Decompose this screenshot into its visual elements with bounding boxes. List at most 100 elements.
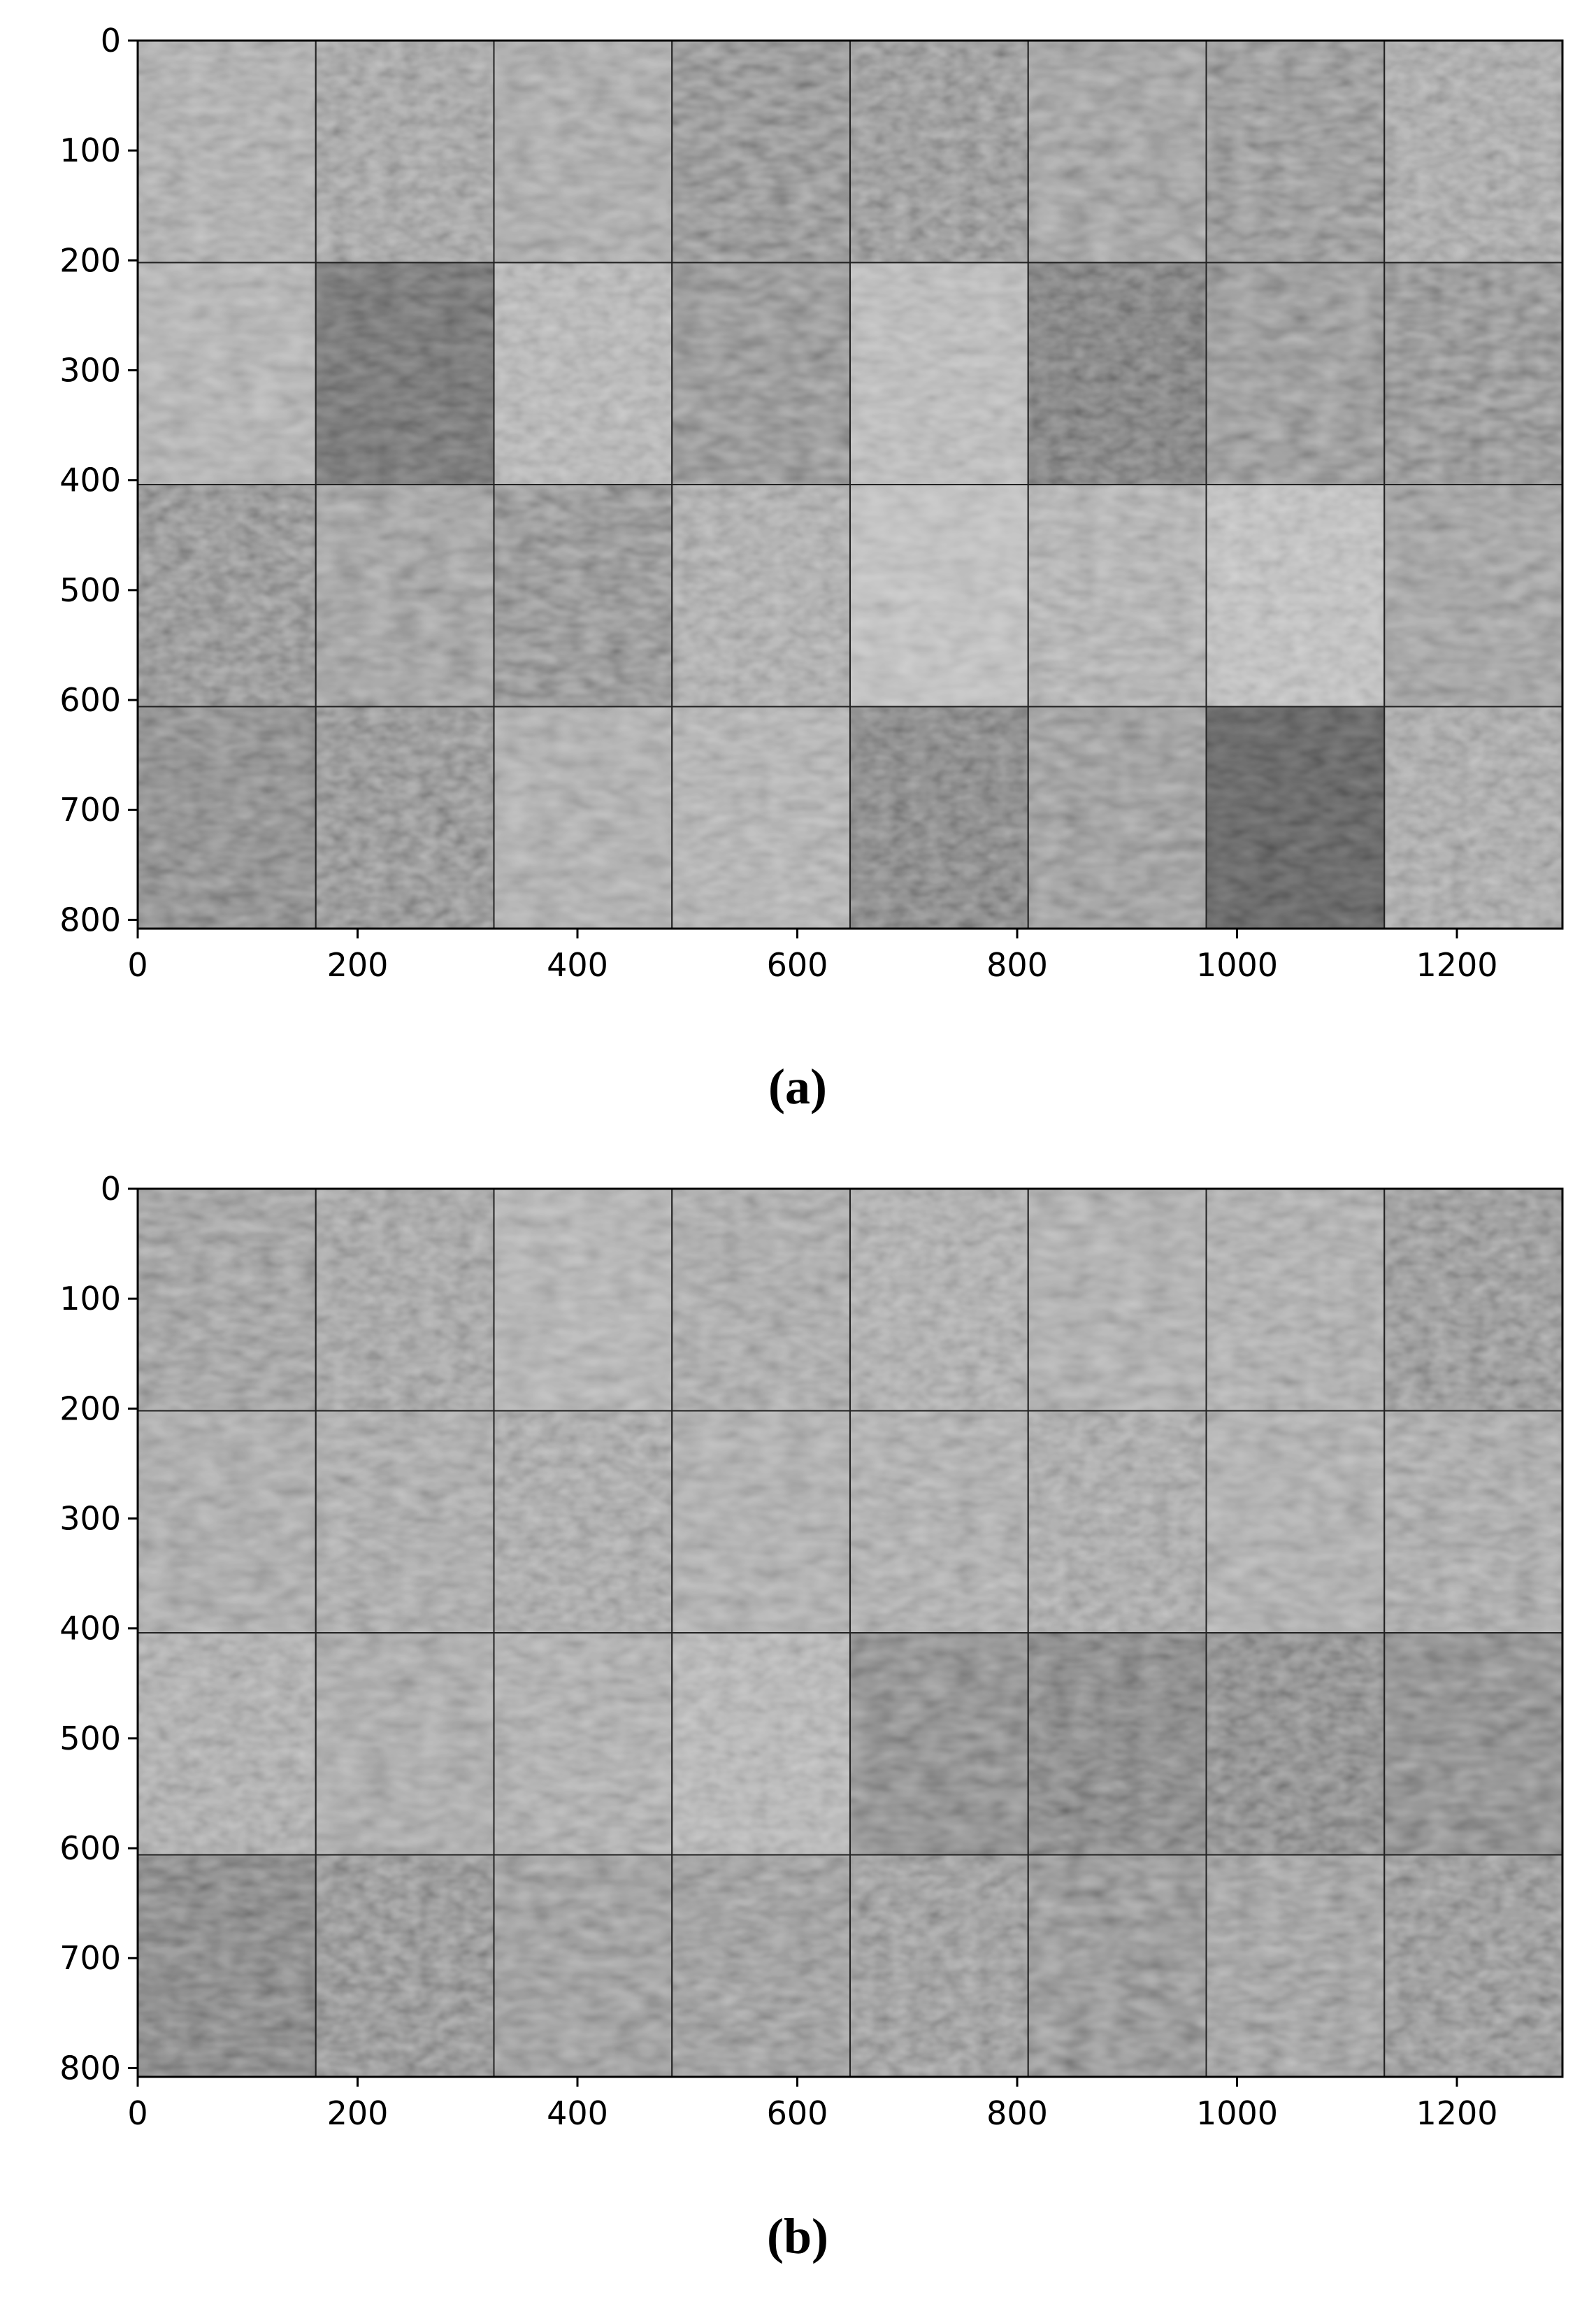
y-tick-label: 300 — [59, 1500, 121, 1538]
image-tile — [1027, 1632, 1207, 1856]
image-tile — [1383, 484, 1563, 708]
image-tile — [849, 262, 1029, 485]
image-tile — [1205, 262, 1386, 485]
y-axis-b: 0 100 200 300 400 500 600 700 800 — [59, 1170, 138, 2087]
image-tile — [1027, 706, 1207, 929]
image-tile — [137, 1632, 317, 1856]
image-tile — [493, 484, 673, 708]
image-tile — [1027, 1188, 1207, 1412]
image-tile — [137, 1188, 317, 1412]
image-tile — [671, 706, 851, 929]
image-tile — [1205, 1188, 1386, 1412]
image-tile — [1205, 1854, 1386, 2078]
image-tile — [137, 1854, 317, 2078]
image-tile — [493, 706, 673, 929]
y-tick-label: 300 — [59, 352, 121, 389]
y-tick-label: 0 — [101, 1170, 121, 1208]
panel-a: 0 200 400 600 800 1000 1200 0 100 200 300 400 500 60… — [59, 22, 1564, 1115]
image-tile — [1027, 262, 1207, 485]
image-tile — [493, 1410, 673, 1634]
plot-frame-b — [136, 1187, 1564, 2078]
y-tick-label: 600 — [59, 681, 121, 719]
image-tile — [849, 1410, 1029, 1634]
x-tick-label: 1200 — [1416, 946, 1497, 984]
image-tile — [493, 1188, 673, 1412]
image-tile — [671, 262, 851, 485]
x-tick-label: 1000 — [1196, 2094, 1278, 2132]
y-tick-label: 400 — [59, 1610, 121, 1647]
image-tile — [315, 706, 495, 929]
image-tile — [1205, 1632, 1386, 1856]
image-tile — [493, 40, 673, 264]
image-tile — [315, 1854, 495, 2078]
image-tile — [671, 1632, 851, 1856]
image-grid-b — [137, 1188, 1563, 2078]
image-tile — [1383, 1632, 1563, 1856]
image-tile — [137, 484, 317, 708]
image-tile — [315, 1410, 495, 1634]
image-tile — [137, 40, 317, 264]
image-tile — [671, 1854, 851, 2078]
image-tile — [849, 1188, 1029, 1412]
y-tick-label: 100 — [59, 1280, 121, 1317]
image-tile — [1205, 484, 1386, 708]
image-tile — [1383, 40, 1563, 264]
image-tile — [1383, 262, 1563, 485]
y-tick-label: 800 — [59, 901, 121, 938]
y-axis-a: 0 100 200 300 400 500 600 700 800 — [59, 22, 138, 938]
image-tile — [1383, 1188, 1563, 1412]
image-tile — [315, 1188, 495, 1412]
image-tile — [1205, 1410, 1386, 1634]
x-tick-label: 1200 — [1416, 2094, 1497, 2132]
image-tile — [849, 1632, 1029, 1856]
image-tile — [671, 1188, 851, 1412]
image-tile — [1027, 484, 1207, 708]
image-tile — [849, 40, 1029, 264]
x-tick-label: 1000 — [1196, 946, 1278, 984]
x-tick-label: 200 — [327, 2094, 389, 2132]
x-tick-label: 600 — [767, 2094, 828, 2132]
x-tick-label: 400 — [547, 946, 608, 984]
panel-b: 0 200 400 600 800 1000 1200 0 100 200 300 400 500 60… — [59, 1170, 1564, 2264]
x-tick-label: 200 — [327, 946, 389, 984]
x-axis-a: 0 200 400 600 800 1000 1200 — [127, 929, 1498, 984]
y-tick-label: 200 — [59, 1389, 121, 1427]
image-tile — [493, 1632, 673, 1856]
image-tile — [849, 484, 1029, 708]
image-tile — [1383, 706, 1563, 929]
image-tile — [137, 706, 317, 929]
image-tile — [137, 262, 317, 485]
y-tick-label: 400 — [59, 462, 121, 499]
y-tick-label: 100 — [59, 131, 121, 169]
x-tick-label: 400 — [547, 2094, 608, 2132]
x-tick-label: 0 — [127, 946, 148, 984]
image-tile — [1205, 706, 1386, 929]
image-tile — [137, 1410, 317, 1634]
x-tick-label: 800 — [986, 2094, 1048, 2132]
caption-a: (a) — [768, 1059, 827, 1115]
caption-b: (b) — [767, 2208, 828, 2264]
y-tick-label: 0 — [101, 22, 121, 59]
y-tick-label: 500 — [59, 1720, 121, 1757]
image-tile — [315, 40, 495, 264]
image-tile — [1027, 1410, 1207, 1634]
image-tile — [1205, 40, 1386, 264]
plot-frame-a — [136, 39, 1564, 930]
image-tile — [493, 262, 673, 485]
image-tile — [1027, 1854, 1207, 2078]
y-tick-label: 600 — [59, 1829, 121, 1867]
y-tick-label: 700 — [59, 1939, 121, 1977]
x-axis-b: 0 200 400 600 800 1000 1200 — [127, 2077, 1498, 2132]
image-tile — [1027, 40, 1207, 264]
image-tile — [671, 484, 851, 708]
x-tick-label: 600 — [767, 946, 828, 984]
image-tile — [849, 1854, 1029, 2078]
y-tick-label: 500 — [59, 571, 121, 609]
image-tile — [671, 1410, 851, 1634]
y-tick-label: 800 — [59, 2049, 121, 2087]
image-tile — [315, 484, 495, 708]
image-tile — [315, 262, 495, 485]
image-tile — [671, 40, 851, 264]
x-tick-label: 800 — [986, 946, 1048, 984]
